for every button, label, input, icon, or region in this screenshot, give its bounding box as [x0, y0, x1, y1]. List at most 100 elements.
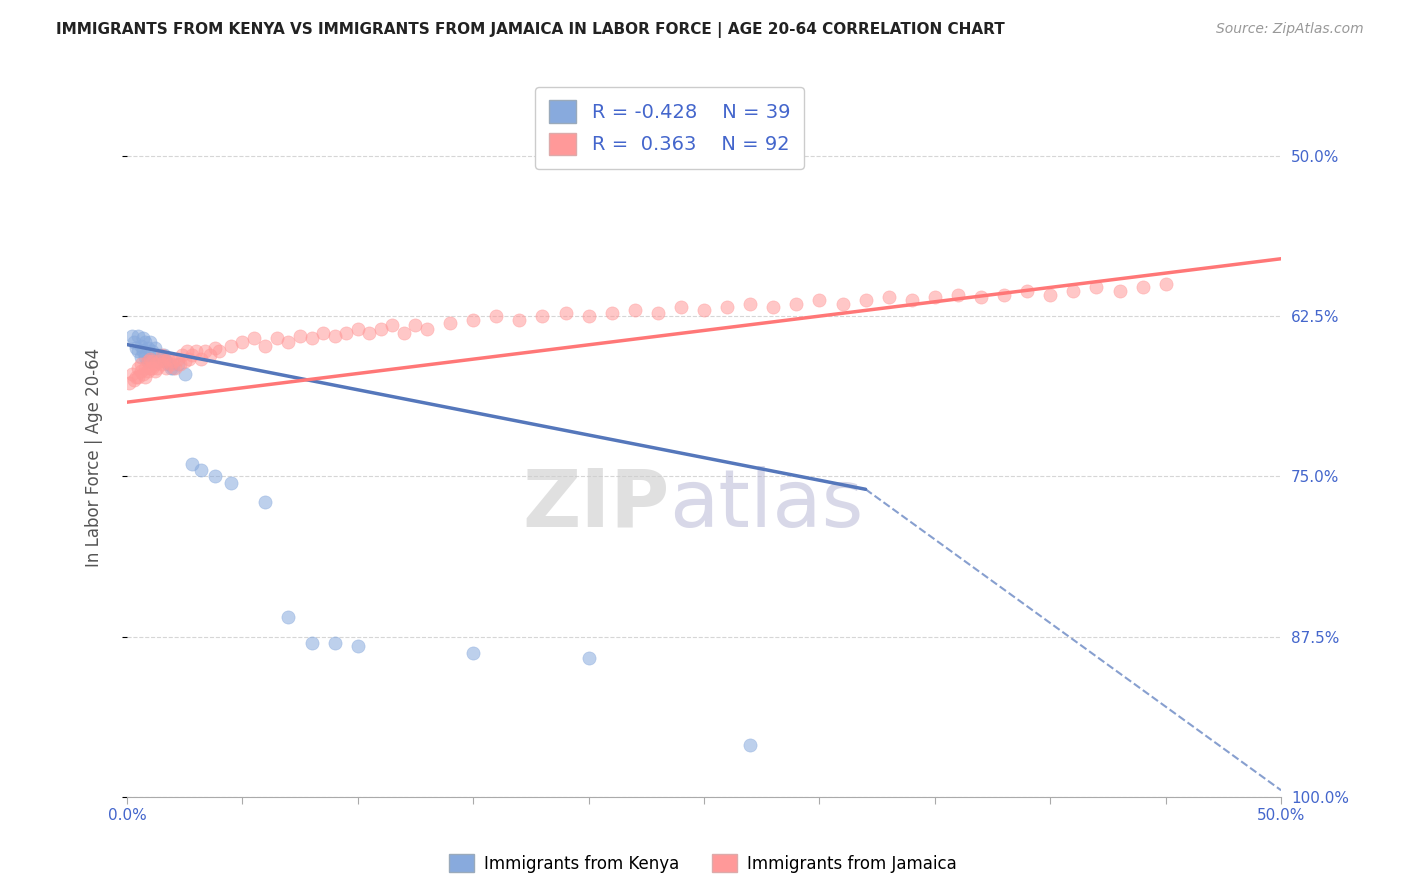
Point [141, 360, 163, 375]
Point [139, 334, 162, 349]
Point [127, 369, 149, 384]
Point [129, 357, 152, 371]
Point [416, 322, 439, 336]
Text: ZIP: ZIP [522, 466, 669, 544]
Point [578, 651, 600, 665]
Point [204, 342, 226, 356]
Point [208, 343, 231, 358]
Point [600, 305, 623, 319]
Point [554, 305, 576, 319]
Point [288, 328, 311, 343]
Point [162, 354, 184, 368]
Point [578, 310, 600, 324]
Point [1108, 284, 1130, 298]
Point [1062, 284, 1084, 298]
Point [312, 326, 335, 340]
Point [159, 360, 181, 375]
Point [900, 293, 922, 307]
Point [134, 334, 156, 349]
Point [146, 354, 169, 368]
Point [716, 301, 738, 315]
Point [301, 331, 323, 345]
Point [855, 293, 877, 307]
Point [122, 373, 145, 387]
Point [831, 296, 853, 310]
Point [125, 342, 148, 356]
Point [254, 495, 277, 509]
Point [166, 357, 188, 371]
Point [370, 322, 392, 336]
Point [1154, 277, 1177, 292]
Point [172, 348, 194, 362]
Point [150, 348, 173, 362]
Legend: Immigrants from Kenya, Immigrants from Jamaica: Immigrants from Kenya, Immigrants from J… [441, 847, 965, 880]
Point [136, 354, 159, 368]
Point [993, 287, 1015, 301]
Point [129, 364, 152, 378]
Point [693, 302, 716, 317]
Text: Source: ZipAtlas.com: Source: ZipAtlas.com [1216, 22, 1364, 37]
Point [141, 354, 163, 368]
Point [157, 357, 180, 371]
Y-axis label: In Labor Force | Age 20-64: In Labor Force | Age 20-64 [86, 348, 103, 566]
Point [129, 351, 152, 365]
Text: IMMIGRANTS FROM KENYA VS IMMIGRANTS FROM JAMAICA IN LABOR FORCE | AGE 20-64 CORR: IMMIGRANTS FROM KENYA VS IMMIGRANTS FROM… [56, 22, 1005, 38]
Point [194, 343, 217, 358]
Point [121, 328, 143, 343]
Point [143, 342, 166, 356]
Point [190, 463, 212, 477]
Point [346, 322, 368, 336]
Point [439, 316, 461, 330]
Point [277, 334, 299, 349]
Point [1132, 280, 1154, 294]
Point [169, 357, 191, 371]
Point [219, 339, 242, 353]
Point [180, 457, 202, 471]
Point [159, 357, 181, 371]
Point [323, 328, 346, 343]
Point [669, 301, 692, 315]
Point [463, 313, 485, 327]
Point [190, 351, 212, 366]
Point [132, 331, 155, 345]
Point [155, 360, 177, 375]
Point [162, 360, 184, 375]
Point [359, 326, 381, 340]
Point [762, 301, 785, 315]
Point [463, 646, 485, 660]
Point [404, 318, 426, 333]
Point [132, 343, 155, 358]
Point [121, 367, 143, 381]
Point [143, 357, 166, 371]
Point [198, 348, 221, 362]
Point [381, 318, 404, 333]
Point [153, 354, 176, 368]
Point [141, 343, 163, 358]
Point [1017, 284, 1039, 298]
Point [157, 351, 180, 366]
Point [143, 364, 166, 378]
Point [136, 354, 159, 368]
Point [173, 367, 195, 381]
Legend: R = -0.428    N = 39, R =  0.363    N = 92: R = -0.428 N = 39, R = 0.363 N = 92 [536, 87, 804, 169]
Point [153, 348, 176, 362]
Point [266, 331, 288, 345]
Point [150, 357, 173, 371]
Point [166, 351, 188, 366]
Point [180, 348, 202, 362]
Point [139, 351, 162, 366]
Point [129, 339, 152, 353]
Point [136, 364, 159, 378]
Point [132, 367, 155, 381]
Point [118, 376, 141, 390]
Point [146, 360, 169, 375]
Point [1085, 280, 1108, 294]
Point [508, 313, 530, 327]
Point [335, 326, 357, 340]
Point [254, 339, 277, 353]
Point [165, 360, 187, 375]
Point [740, 296, 762, 310]
Point [176, 343, 198, 358]
Point [139, 360, 162, 375]
Point [346, 639, 368, 653]
